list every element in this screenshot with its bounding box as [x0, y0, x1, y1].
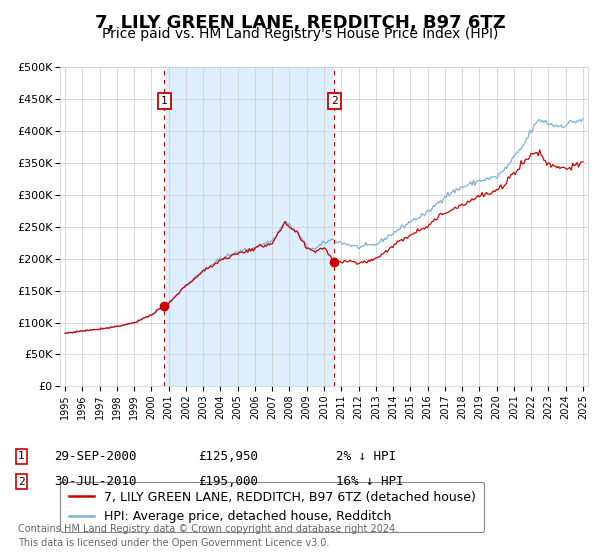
Text: £195,000: £195,000 [198, 475, 258, 488]
Text: 1: 1 [161, 96, 168, 106]
Text: £125,950: £125,950 [198, 450, 258, 463]
Text: 1: 1 [18, 451, 25, 461]
Text: 16% ↓ HPI: 16% ↓ HPI [336, 475, 404, 488]
Text: Contains HM Land Registry data © Crown copyright and database right 2024.
This d: Contains HM Land Registry data © Crown c… [18, 525, 398, 548]
Text: Price paid vs. HM Land Registry's House Price Index (HPI): Price paid vs. HM Land Registry's House … [102, 27, 498, 41]
Text: 30-JUL-2010: 30-JUL-2010 [54, 475, 137, 488]
Text: 2% ↓ HPI: 2% ↓ HPI [336, 450, 396, 463]
Text: 2: 2 [18, 477, 25, 487]
Text: 29-SEP-2000: 29-SEP-2000 [54, 450, 137, 463]
Text: 2: 2 [331, 96, 337, 106]
Text: 7, LILY GREEN LANE, REDDITCH, B97 6TZ: 7, LILY GREEN LANE, REDDITCH, B97 6TZ [95, 14, 505, 32]
Legend: 7, LILY GREEN LANE, REDDITCH, B97 6TZ (detached house), HPI: Average price, deta: 7, LILY GREEN LANE, REDDITCH, B97 6TZ (d… [60, 482, 484, 531]
